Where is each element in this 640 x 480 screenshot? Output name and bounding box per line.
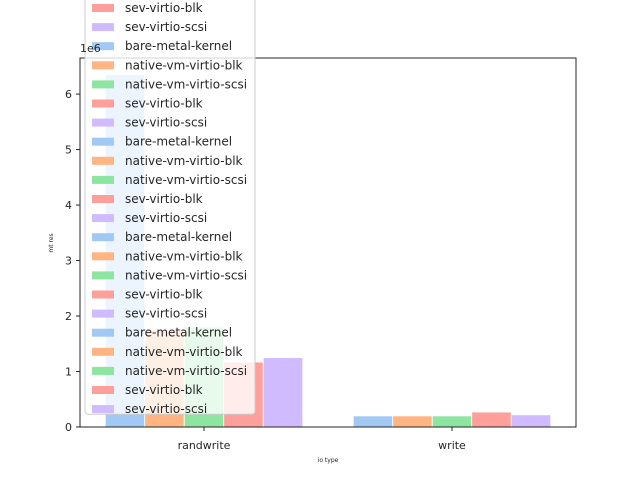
legend-swatch [92, 347, 114, 356]
legend-swatch [92, 137, 114, 146]
legend-swatch [92, 4, 114, 12]
legend-swatch [92, 290, 114, 299]
legend-label: sev-virtio-blk [125, 97, 203, 111]
legend-label: native-vm-virtio-scsi [125, 268, 247, 282]
legend-label: sev-virtio-scsi [125, 211, 207, 225]
legend-label: native-vm-virtio-scsi [125, 364, 247, 378]
legend-swatch [92, 405, 114, 414]
legend-swatch [92, 61, 114, 70]
y-tick-label: 6 [65, 88, 72, 101]
legend-label: native-vm-virtio-scsi [125, 77, 247, 91]
legend-swatch [92, 80, 114, 89]
legend-box [84, 0, 256, 415]
legend-label: sev-virtio-blk [125, 383, 203, 397]
y-tick-label: 0 [65, 421, 72, 434]
legend-swatch [92, 42, 114, 51]
x-tick-label: randwrite [178, 439, 231, 452]
y-tick-label: 5 [65, 144, 72, 157]
legend-swatch [92, 195, 114, 203]
legend-label: native-vm-virtio-blk [125, 345, 243, 359]
legend-label: native-vm-virtio-scsi [125, 173, 247, 187]
legend-label: sev-virtio-blk [125, 288, 203, 302]
axes-group: 0 1 2 3 4 5 6 randwrite write [65, 57, 577, 452]
legend-swatch [92, 386, 114, 394]
legend-swatch [92, 214, 114, 223]
legend-swatch [92, 99, 114, 108]
legend-swatch [92, 23, 114, 32]
legend-label: sev-virtio-blk [125, 192, 203, 206]
bar-sev-virtio-scsi-randwrite [262, 357, 304, 428]
legend-label: native-vm-virtio-blk [125, 249, 243, 263]
y-axis-label: mt res [48, 233, 55, 252]
plot-frame [79, 57, 577, 428]
legend-swatch [92, 366, 114, 375]
legend-label: sev-virtio-blk [125, 1, 203, 15]
y-tick-label: 3 [65, 255, 72, 268]
legend-label: bare-metal-kernel [125, 39, 232, 53]
legend-swatch [92, 309, 114, 318]
y-tick-label: 4 [65, 199, 72, 212]
legend-swatch [92, 118, 114, 127]
legend-label: native-vm-virtio-blk [125, 154, 243, 168]
y-offset-label: 1e6 [80, 42, 101, 55]
legend-swatch [92, 328, 114, 337]
bar-native-vm-virtio-blk-write [392, 415, 433, 428]
y-tick-label: 2 [65, 310, 72, 323]
legend-label: native-vm-virtio-blk [125, 58, 243, 72]
legend-label: bare-metal-kernel [125, 135, 232, 149]
legend-swatch [92, 233, 114, 242]
legend-label: sev-virtio-scsi [125, 402, 207, 416]
legend-label: sev-virtio-scsi [125, 116, 207, 130]
y-tick-label: 1 [65, 366, 72, 379]
legend-label: sev-virtio-scsi [125, 20, 207, 34]
legend-swatch [92, 156, 114, 165]
bar-bare-metal-kernel-write [352, 415, 394, 428]
x-tick-label: write [438, 439, 466, 452]
legend-label: bare-metal-kernel [125, 326, 232, 340]
legend-label: bare-metal-kernel [125, 230, 232, 244]
bar-sev-virtio-blk-write [471, 411, 512, 428]
legend-swatch [92, 271, 114, 280]
bar-sev-virtio-scsi-write [510, 414, 552, 428]
legend-swatch [92, 252, 114, 261]
x-axis-label: io type [318, 457, 339, 464]
bar-native-vm-virtio-scsi-write [431, 415, 473, 428]
legend: sev-virtio-blk sev-virtio-scsi bare-metal-… [84, 0, 256, 416]
legend-label: sev-virtio-scsi [125, 307, 207, 321]
legend-swatch [92, 175, 114, 184]
